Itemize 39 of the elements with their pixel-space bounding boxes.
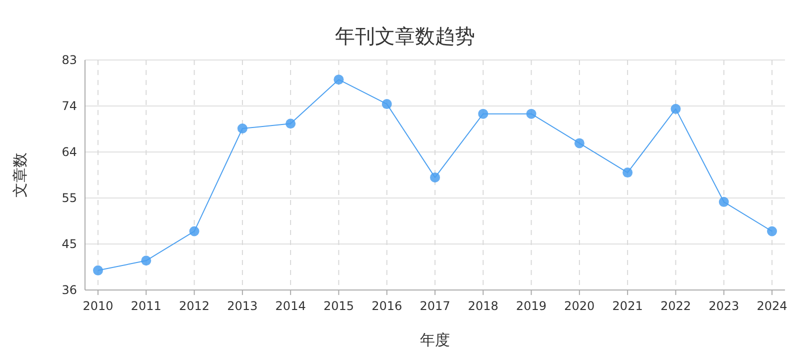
- x-tick-label: 2020: [564, 299, 595, 313]
- x-tick-label: 2018: [468, 299, 498, 313]
- x-tick-label: 2014: [275, 299, 306, 313]
- x-tick-label: 2013: [227, 299, 258, 313]
- point: [767, 226, 777, 236]
- x-tick-label: 2017: [420, 299, 450, 313]
- chart-title: 年刊文章数趋势: [335, 24, 475, 48]
- point: [430, 172, 440, 182]
- point: [237, 124, 248, 134]
- y-tick-label: 64: [62, 145, 77, 159]
- y-tick-label: 83: [62, 53, 77, 67]
- y-axis-title: 文章数: [11, 152, 29, 198]
- y-tick-label: 55: [62, 191, 77, 205]
- point: [574, 138, 584, 148]
- point: [382, 99, 392, 110]
- x-tick-label: 2012: [179, 299, 210, 313]
- point: [718, 196, 729, 207]
- point: [526, 108, 536, 119]
- point: [189, 226, 200, 236]
- x-tick-label: 2022: [660, 299, 691, 313]
- x-tick-label: 2010: [82, 299, 114, 313]
- x-axis-title: 年度: [420, 331, 450, 349]
- point: [670, 104, 681, 114]
- point: [478, 108, 488, 119]
- point: [622, 168, 633, 178]
- point: [334, 74, 344, 85]
- x-tick-label: 2024: [756, 299, 788, 313]
- y-tick-label: 45: [62, 237, 77, 251]
- y-tick-label: 36: [62, 283, 77, 297]
- point: [93, 265, 103, 276]
- point: [286, 118, 296, 129]
- y-tick-label: 74: [62, 99, 77, 113]
- x-tick-label: 2011: [130, 299, 162, 313]
- x-tick-label: 2021: [612, 299, 643, 313]
- x-tick-label: 2023: [708, 299, 740, 313]
- x-tick-label: 2016: [372, 299, 402, 313]
- x-tick-label: 2019: [516, 299, 547, 313]
- point: [141, 256, 152, 266]
- x-tick-label: 2015: [323, 299, 354, 313]
